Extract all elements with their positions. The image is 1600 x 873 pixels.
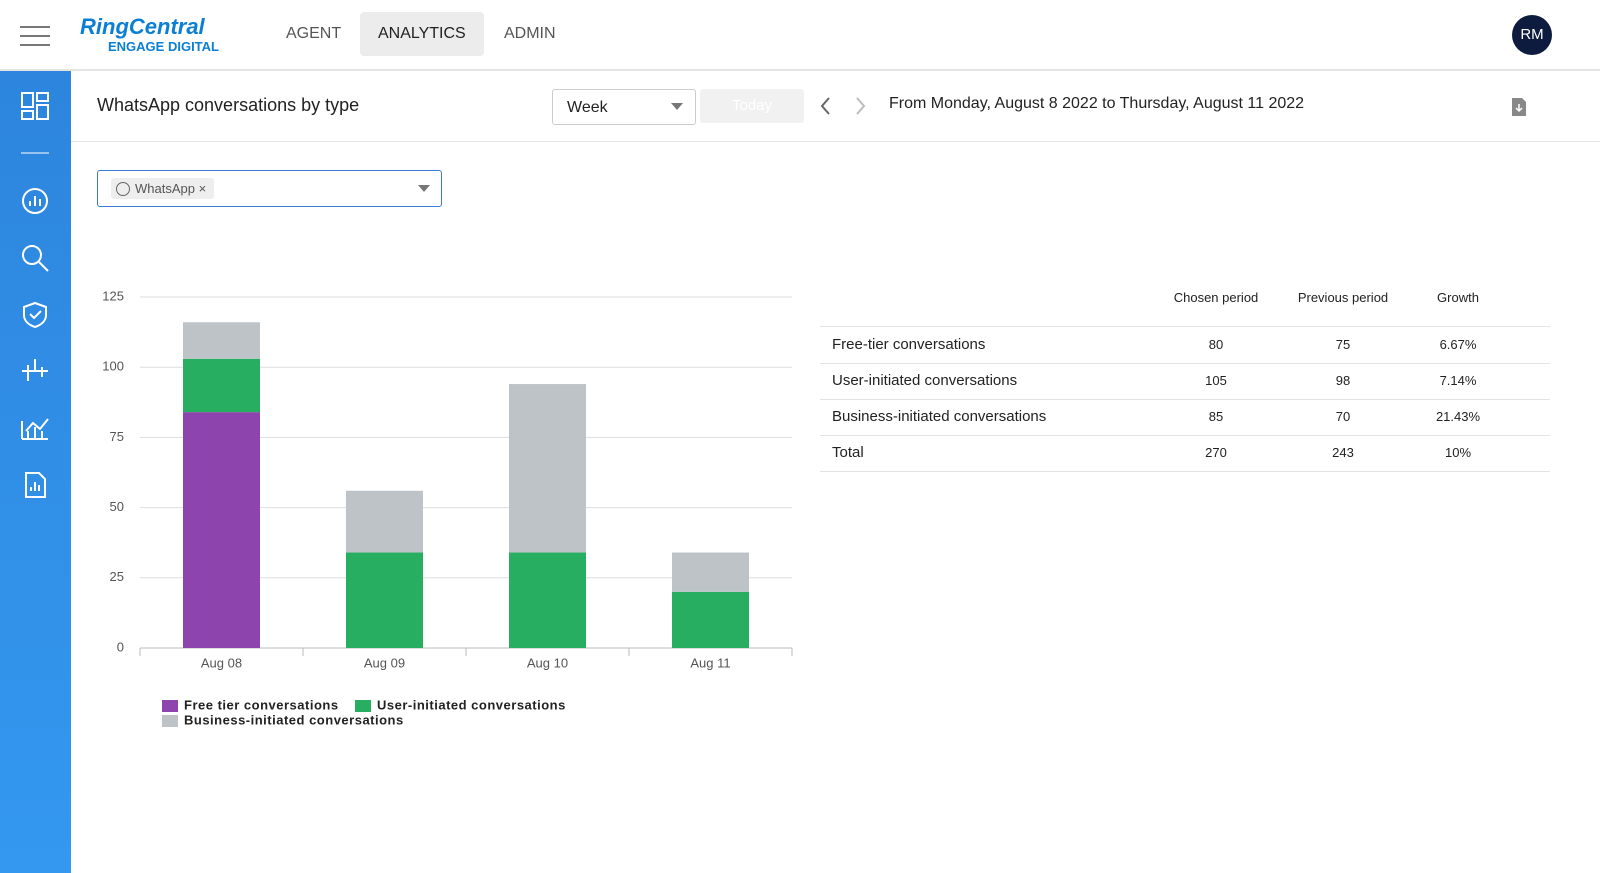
column-header: Growth	[1437, 290, 1479, 305]
legend-swatch	[162, 700, 178, 712]
row-label: Total	[832, 444, 864, 461]
sidebar-icons	[21, 92, 49, 498]
whatsapp-icon	[116, 182, 130, 196]
bar-segment	[183, 322, 260, 359]
x-tick-label: Aug 11	[690, 655, 730, 670]
cell-value: 75	[1335, 337, 1351, 352]
top-bar: RingCentral ENGAGE DIGITAL AGENT ANALYTI…	[0, 0, 1600, 71]
legend-label: Free tier conversations	[184, 697, 339, 712]
toolbar: WhatsApp conversations by type Week Toda…	[71, 71, 1600, 142]
cell-value: 243	[1332, 445, 1354, 460]
column-header: Chosen period	[1173, 290, 1259, 305]
caret	[671, 103, 683, 110]
avatar[interactable]: RM	[1512, 15, 1552, 55]
y-tick-label: 50	[110, 499, 124, 514]
table-row: User-initiated conversations 105 98 7.14%	[820, 363, 1550, 400]
menu-icon[interactable]	[20, 25, 50, 47]
x-tick-label: Aug 09	[364, 655, 405, 670]
cell-value: 98	[1335, 373, 1351, 388]
legend-swatch	[355, 700, 371, 712]
bar-segment	[346, 490, 423, 553]
nav-item[interactable]: ANALYTICS	[360, 12, 484, 56]
row-label: Free-tier conversations	[832, 336, 986, 353]
page-title: WhatsApp conversations by type	[97, 95, 360, 115]
legend-swatch	[162, 715, 178, 727]
legend-label: Business-initiated conversations	[184, 712, 404, 727]
cell-value: 21.43%	[1435, 409, 1481, 424]
cell-value: 80	[1208, 337, 1224, 352]
y-tick-label: 25	[110, 569, 124, 584]
today-button[interactable]: Today	[700, 89, 804, 123]
logo-sub: ENGAGE DIGITAL	[108, 39, 219, 54]
bar-segment	[346, 552, 423, 648]
cell-value: 6.67%	[1439, 337, 1477, 352]
x-tick-label: Aug 10	[527, 655, 568, 670]
cell-value: 7.14%	[1439, 373, 1477, 388]
bar-segment	[183, 412, 260, 648]
cell-value: 85	[1208, 409, 1224, 424]
table-row: Free-tier conversations 80 75 6.67%	[820, 327, 1550, 364]
table-row: Total 270 243 10%	[820, 435, 1550, 472]
export-icon[interactable]	[1511, 97, 1527, 117]
pager[interactable]	[819, 96, 869, 116]
row-label: User-initiated conversations	[832, 372, 1018, 389]
bar-segment	[183, 358, 260, 413]
table-rule	[820, 326, 1550, 327]
sidebar	[0, 71, 71, 873]
cell-value: 270	[1205, 445, 1227, 460]
bar-segment	[672, 552, 749, 592]
y-tick-label: 125	[102, 288, 124, 303]
logo[interactable]: RingCentral	[80, 14, 205, 39]
column-header: Previous period	[1297, 290, 1389, 305]
date-range: From Monday, August 8 2022 to Thursday, …	[889, 95, 1305, 112]
caret	[418, 185, 430, 192]
period-value: Week	[567, 99, 608, 116]
y-tick-label: 75	[110, 429, 124, 444]
table-row: Business-initiated conversations 85 70 21.4…	[820, 399, 1550, 436]
bar-segment	[672, 591, 749, 648]
cell-value: 10%	[1444, 445, 1472, 460]
nav-item[interactable]: AGENT	[286, 25, 342, 42]
chip-label: WhatsApp	[135, 181, 195, 196]
y-tick-label: 100	[102, 359, 124, 374]
channel-filter[interactable]: WhatsApp ×	[97, 170, 442, 207]
bar-segment	[509, 384, 586, 553]
filter-chip[interactable]: WhatsApp ×	[111, 178, 215, 199]
cell-value: 70	[1335, 409, 1351, 424]
chart: 0 25 50 75 100 125 Aug 08 Aug 09 Aug 10 Aug 11 Fre…	[102, 288, 793, 727]
row-label: Business-initiated conversations	[832, 408, 1047, 425]
x-tick-label: Aug 08	[201, 655, 242, 670]
y-tick-label: 0	[117, 639, 124, 654]
nav-item[interactable]: ADMIN	[504, 25, 556, 42]
period-select[interactable]: Week	[552, 89, 696, 125]
legend-label: User-initiated conversations	[377, 697, 566, 712]
cell-value: 105	[1205, 373, 1227, 388]
bar-segment	[509, 552, 586, 648]
